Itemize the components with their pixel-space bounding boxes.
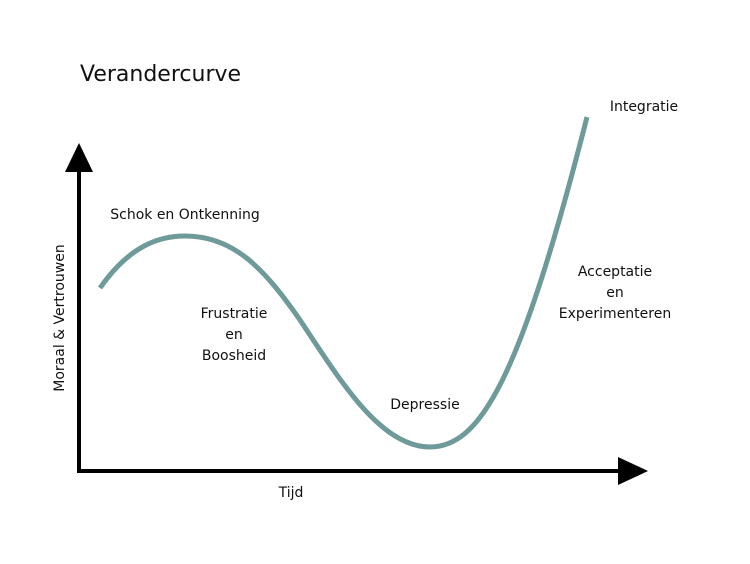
phase-label: Boosheid	[202, 348, 266, 364]
change-curve	[97, 116, 590, 450]
y-axis-label: Moraal & Vertrouwen	[52, 244, 68, 391]
phase-label: Experimenteren	[559, 306, 671, 322]
phase-label: Integratie	[610, 99, 678, 115]
phase-label: Frustratie	[201, 306, 268, 322]
phase-label: Depressie	[390, 397, 459, 413]
title: Verandercurve	[80, 62, 241, 87]
y-axis-arrow	[65, 143, 93, 172]
phase-label: en	[606, 285, 624, 301]
phase-labels: Schok en Ontkenning Frustratie en Boosheid D…	[110, 99, 678, 413]
phase-label: Acceptatie	[578, 264, 652, 280]
phase-label: Schok en Ontkenning	[110, 207, 260, 223]
phase-label: en	[225, 327, 243, 343]
x-axis-label: Tijd	[278, 485, 304, 501]
x-axis-arrow	[618, 457, 648, 485]
